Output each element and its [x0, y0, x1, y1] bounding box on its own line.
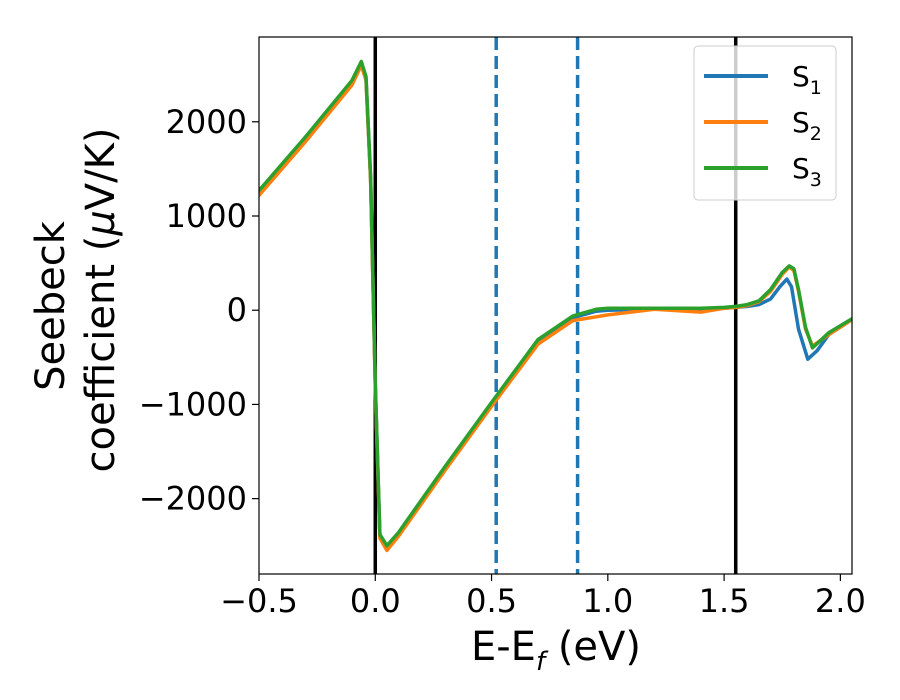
y-axis-label-line2: coefficient (μV/K): [78, 128, 124, 473]
x-tick-label-5: 2.0: [815, 582, 866, 620]
series-lines: [259, 59, 852, 553]
x-tick-label-1: 0.0: [350, 582, 401, 620]
y-tick-label-4: 2000: [166, 103, 247, 141]
series-line-3: [259, 59, 852, 548]
x-axis-label: E-Ef (eV): [471, 624, 641, 677]
y-tick-label-0: −2000: [139, 480, 247, 518]
x-tick-label-2: 0.5: [466, 582, 517, 620]
y-tick-label-1: −1000: [139, 385, 247, 423]
x-tick-label-3: 1.0: [582, 582, 633, 620]
x-axis-ticks: −0.5 0.0 0.5 1.0 1.5 2.0: [220, 574, 866, 620]
y-tick-label-3: 1000: [166, 197, 247, 235]
legend-label-1: S1: [792, 60, 822, 99]
legend-label-2: S2: [792, 106, 822, 145]
y-axis-ticks: −2000 −1000 0 1000 2000: [139, 103, 259, 518]
plot-frame: [258, 36, 853, 575]
legend-label-3: S3: [792, 152, 822, 191]
y-axis-label-line1: Seebeck: [28, 220, 74, 391]
x-tick-label-0: −0.5: [220, 582, 298, 620]
legend: S1 S2 S3: [693, 45, 837, 201]
x-tick-label-4: 1.5: [699, 582, 750, 620]
y-tick-label-2: 0: [227, 291, 247, 329]
